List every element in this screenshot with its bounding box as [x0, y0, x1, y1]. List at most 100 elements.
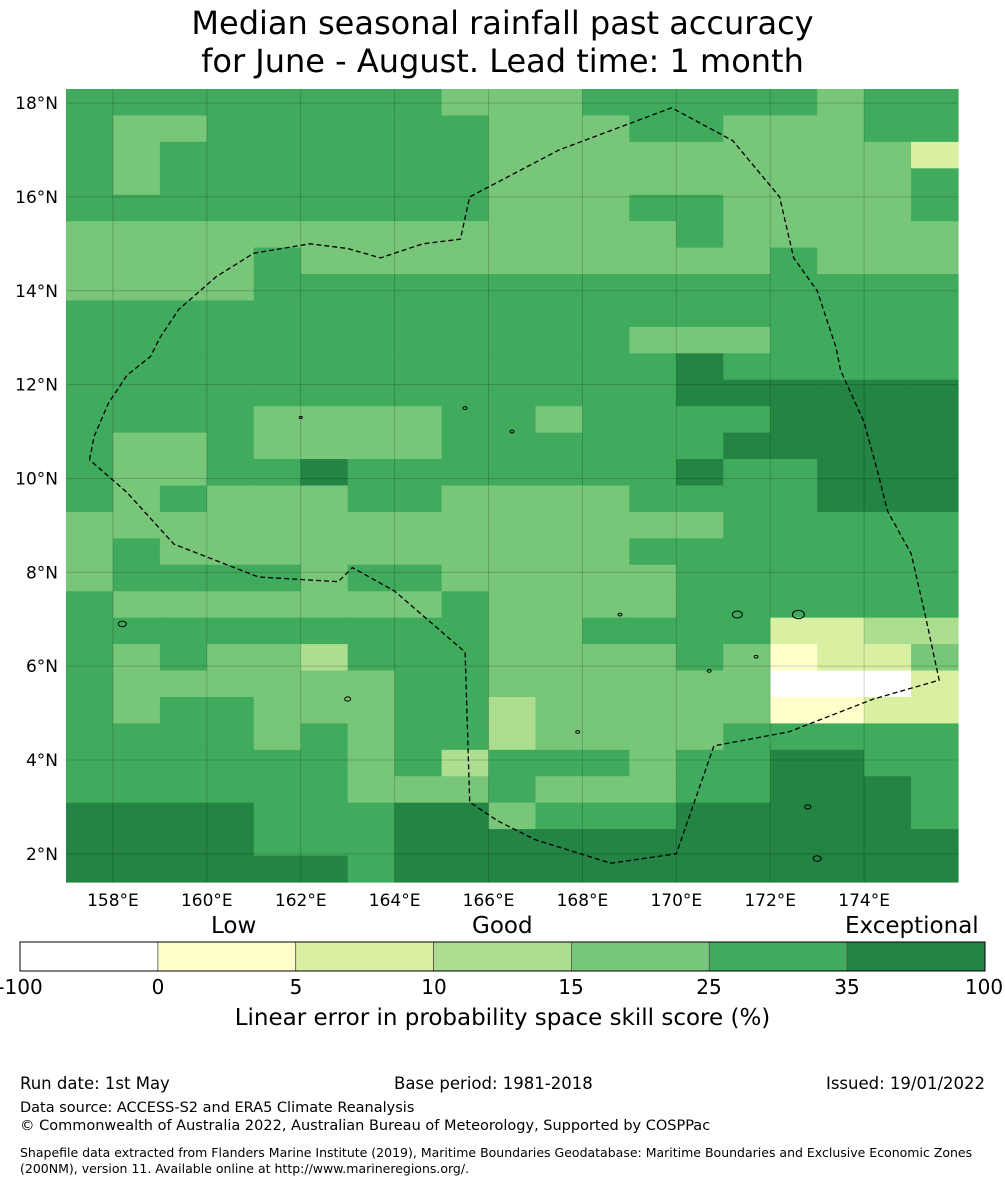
longitude-tick-label: 174°E: [838, 891, 890, 911]
skill-grid-cell: [864, 564, 912, 592]
skill-grid-cell: [676, 855, 724, 883]
island-outline: [753, 654, 759, 659]
latitude-tick-label: 18°N: [15, 94, 58, 114]
skill-grid-cell: [676, 168, 724, 196]
skill-grid-cell: [911, 379, 959, 407]
skill-grid-cell: [676, 670, 724, 698]
skill-grid-cell: [582, 459, 630, 487]
skill-grid-cell: [676, 247, 724, 275]
skill-grid-cell: [66, 829, 114, 857]
skill-grid-cell: [66, 617, 114, 645]
skill-grid-cell: [770, 485, 818, 513]
skill-grid-cell: [347, 459, 396, 487]
latitude-tick-label: 16°N: [15, 188, 58, 208]
island-outline: [812, 855, 822, 862]
skill-grid-cell: [206, 221, 255, 249]
skill-grid-cell: [441, 379, 490, 407]
skill-grid-cells: [66, 89, 959, 883]
skill-grid-cell: [582, 194, 630, 222]
skill-grid-cell: [582, 247, 630, 275]
skill-grid-cell: [864, 194, 912, 222]
skill-grid-cell: [723, 776, 771, 804]
skill-grid-cell: [66, 776, 114, 804]
island-outline: [731, 610, 743, 619]
skill-grid-cell: [159, 696, 208, 724]
skill-grid-cell: [911, 221, 959, 249]
skill-grid-cell: [206, 829, 255, 857]
skill-grid-cell: [723, 670, 771, 698]
skill-grid-cell: [66, 485, 114, 513]
data-source-text: Data source: ACCESS-S2 and ERA5 Climate …: [20, 1100, 415, 1116]
skill-grid-cell: [300, 617, 349, 645]
skill-grid-cell: [723, 644, 771, 672]
skill-grid-cell: [488, 644, 537, 672]
skill-grid-cell: [441, 406, 490, 434]
skill-grid-cell: [159, 776, 208, 804]
skill-grid-cell: [112, 511, 161, 539]
colorbar-segment: [846, 941, 986, 972]
skill-grid-cell: [817, 379, 865, 407]
skill-grid-cell: [300, 564, 349, 592]
latitude-tick-label: 8°N: [26, 563, 58, 583]
skill-grid-cell: [66, 115, 114, 143]
skill-grid-cell: [770, 300, 818, 328]
skill-grid-cell: [629, 194, 677, 222]
skill-grid-cell: [300, 353, 349, 381]
skill-grid-cell: [66, 696, 114, 724]
skill-grid-cell: [159, 564, 208, 592]
skill-grid-cell: [253, 511, 302, 539]
skill-grid-cell: [441, 617, 490, 645]
skill-grid-cell: [629, 802, 677, 830]
skill-grid-cell: [582, 511, 630, 539]
eez-boundary-line: [88, 107, 940, 864]
colorbar-tick-label: 25: [696, 975, 722, 999]
skill-grid-cell: [206, 591, 255, 619]
colorbar-segment: [571, 941, 710, 972]
skill-grid-cell: [723, 829, 771, 857]
skill-grid-cell: [911, 485, 959, 513]
skill-grid-cell: [394, 141, 443, 169]
skill-grid-cell: [441, 855, 490, 883]
skill-grid-cell: [347, 591, 396, 619]
shapefile-note-text: Shapefile data extracted from Flanders M…: [20, 1145, 973, 1176]
skill-grid-cell: [629, 485, 677, 513]
skill-grid-cell: [582, 538, 630, 566]
skill-grid-cell: [817, 723, 865, 751]
skill-grid-cell: [723, 194, 771, 222]
skill-grid-cell: [394, 776, 443, 804]
skill-grid-cell: [300, 379, 349, 407]
skill-grid-cell: [112, 776, 161, 804]
skill-grid-cell: [253, 406, 302, 434]
skill-grid-cell: [347, 855, 396, 883]
skill-grid-cell: [911, 723, 959, 751]
skill-grid-cell: [253, 485, 302, 513]
skill-grid-cell: [582, 141, 630, 169]
skill-grid-cell: [629, 723, 677, 751]
latitude-tick-label: 14°N: [15, 282, 58, 302]
skill-grid-cell: [441, 353, 490, 381]
skill-grid-cell: [300, 168, 349, 196]
skill-grid-cell: [66, 591, 114, 619]
skill-grid-cell: [112, 326, 161, 354]
skill-grid-cell: [629, 591, 677, 619]
skill-grid-cell: [864, 274, 912, 302]
skill-grid-cell: [582, 115, 630, 143]
skill-grid-cell: [676, 723, 724, 751]
skill-grid-cell: [300, 326, 349, 354]
skill-grid-cell: [629, 353, 677, 381]
skill-grid-cell: [488, 829, 537, 857]
island-outline: [706, 668, 712, 673]
skill-grid-cell: [629, 406, 677, 434]
skill-grid-cell: [159, 591, 208, 619]
skill-grid-cell: [864, 855, 912, 883]
skill-grid-cell: [488, 855, 537, 883]
longitude-tick-label: 162°E: [275, 891, 327, 911]
skill-grid-cell: [535, 300, 584, 328]
skill-grid-cell: [770, 511, 818, 539]
skill-grid-cell: [159, 194, 208, 222]
skill-grid-cell: [676, 564, 724, 592]
skill-grid-cell: [488, 617, 537, 645]
skill-grid-cell: [770, 459, 818, 487]
skill-grid-cell: [206, 406, 255, 434]
skill-grid-cell: [300, 406, 349, 434]
